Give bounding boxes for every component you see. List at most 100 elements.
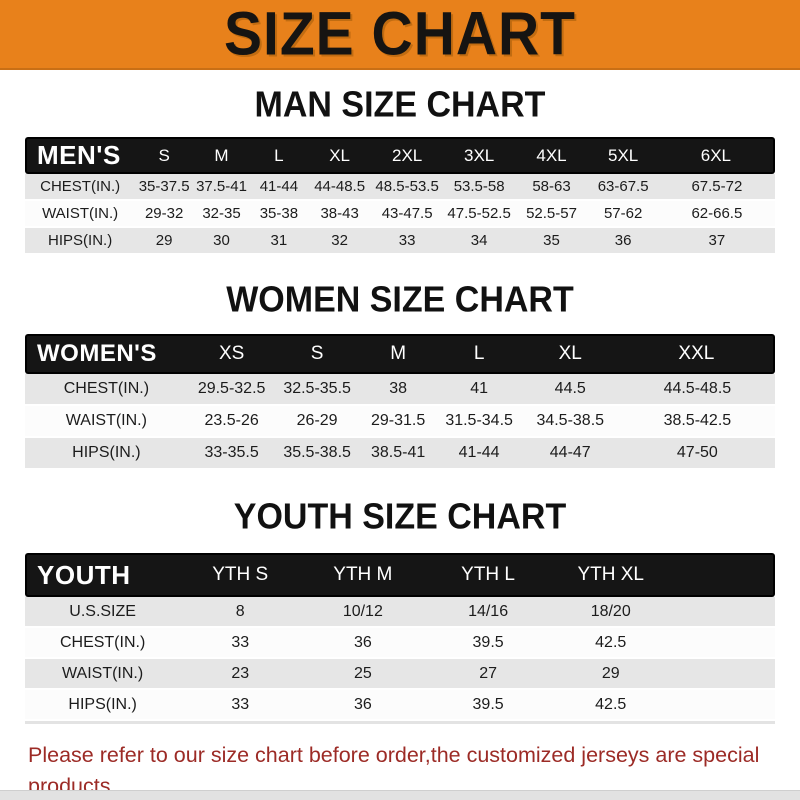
size-value: 41-44 bbox=[437, 438, 521, 470]
row-label: U.S.SIZE bbox=[25, 597, 181, 628]
row-label: HIPS(IN.) bbox=[25, 690, 181, 721]
size-column-header: L bbox=[250, 137, 308, 174]
size-column-header: YTH S bbox=[180, 553, 301, 597]
size-value: 35 bbox=[515, 228, 588, 255]
size-value: 44.5-48.5 bbox=[619, 374, 775, 406]
size-value: 37.5-41 bbox=[193, 174, 250, 201]
size-value: 42.5 bbox=[550, 690, 671, 721]
size-value: 18/20 bbox=[550, 597, 671, 628]
table-group-label: YOUTH bbox=[25, 553, 181, 597]
row-label: CHEST(IN.) bbox=[25, 174, 136, 201]
size-value: 47-50 bbox=[619, 438, 775, 470]
table-row: HIPS(IN.) 29 30 31 32 33 34 35 36 37 bbox=[25, 228, 775, 255]
size-value: 58-63 bbox=[515, 174, 588, 201]
size-column-header: S bbox=[275, 334, 359, 374]
table-row: CHEST(IN.) 29.5-32.5 32.5-35.5 38 41 44.5 44.5… bbox=[25, 374, 775, 406]
row-label: CHEST(IN.) bbox=[25, 628, 181, 659]
size-column-header: 6XL bbox=[658, 137, 775, 174]
spacer-cell bbox=[670, 553, 775, 597]
order-policy-note: Please refer to our size chart before or… bbox=[28, 740, 800, 800]
size-value: 32 bbox=[307, 228, 372, 255]
size-value: 48.5-53.5 bbox=[371, 174, 443, 201]
bottom-edge-strip bbox=[0, 790, 800, 800]
size-value: 36 bbox=[300, 628, 426, 659]
size-value: 29.5-32.5 bbox=[187, 374, 276, 406]
spacer-cell bbox=[670, 690, 775, 721]
table-row: HIPS(IN.) 33-35.5 35.5-38.5 38.5-41 41-44 44-… bbox=[25, 438, 775, 470]
size-value: 29-32 bbox=[135, 201, 193, 228]
size-value: 52.5-57 bbox=[515, 201, 588, 228]
size-column-header: S bbox=[135, 137, 193, 174]
size-column-header: YTH L bbox=[425, 553, 551, 597]
size-value: 33-35.5 bbox=[187, 438, 276, 470]
size-column-header: M bbox=[358, 334, 438, 374]
size-column-header: 5XL bbox=[587, 137, 659, 174]
size-value: 38.5-41 bbox=[358, 438, 438, 470]
size-column-header: L bbox=[437, 334, 521, 374]
size-value: 41 bbox=[437, 374, 521, 406]
size-value: 26-29 bbox=[275, 406, 359, 438]
size-value: 47.5-52.5 bbox=[442, 201, 516, 228]
women-section-heading: WOMEN SIZE CHART bbox=[226, 280, 574, 320]
row-label: WAIST(IN.) bbox=[25, 406, 188, 438]
size-value: 25 bbox=[300, 659, 426, 690]
size-column-header: XL bbox=[307, 137, 372, 174]
size-value: 44-48.5 bbox=[307, 174, 372, 201]
size-value: 29 bbox=[135, 228, 193, 255]
table-row: WAIST(IN.) 23 25 27 29 bbox=[25, 659, 775, 690]
size-value: 35-37.5 bbox=[135, 174, 193, 201]
row-label: CHEST(IN.) bbox=[25, 374, 188, 406]
table-row: U.S.SIZE 8 10/12 14/16 18/20 bbox=[25, 597, 775, 628]
spacer-cell bbox=[670, 659, 775, 690]
size-value: 29 bbox=[550, 659, 671, 690]
size-value: 35.5-38.5 bbox=[275, 438, 359, 470]
size-value: 37 bbox=[658, 228, 775, 255]
size-value: 23 bbox=[180, 659, 301, 690]
table-row: HIPS(IN.) 33 36 39.5 42.5 bbox=[25, 690, 775, 721]
size-value: 33 bbox=[180, 690, 301, 721]
size-value: 33 bbox=[180, 628, 301, 659]
size-value: 39.5 bbox=[425, 690, 551, 721]
size-value: 14/16 bbox=[425, 597, 551, 628]
table-row: WAIST(IN.) 29-32 32-35 35-38 38-43 43-47.5 47.… bbox=[25, 201, 775, 228]
size-chart-banner: SIZE CHART bbox=[0, 0, 800, 70]
table-header-row: MEN'S S M L XL 2XL 3XL 4XL 5XL 6XL bbox=[25, 137, 775, 174]
table-group-label: WOMEN'S bbox=[25, 334, 188, 374]
size-value: 53.5-58 bbox=[442, 174, 516, 201]
size-value: 32-35 bbox=[193, 201, 250, 228]
table-group-label: MEN'S bbox=[25, 137, 136, 174]
size-value: 31 bbox=[250, 228, 308, 255]
size-value: 36 bbox=[300, 690, 426, 721]
size-value: 38-43 bbox=[307, 201, 372, 228]
size-column-header: YTH XL bbox=[550, 553, 671, 597]
size-value: 62-66.5 bbox=[658, 201, 775, 228]
size-value: 35-38 bbox=[250, 201, 308, 228]
size-value: 38 bbox=[358, 374, 438, 406]
table-row: CHEST(IN.) 35-37.5 37.5-41 41-44 44-48.5 48.5… bbox=[25, 174, 775, 201]
youth-section-heading: YOUTH SIZE CHART bbox=[233, 497, 567, 537]
table-row: CHEST(IN.) 33 36 39.5 42.5 bbox=[25, 628, 775, 659]
size-value: 23.5-26 bbox=[187, 406, 276, 438]
size-value: 43-47.5 bbox=[371, 201, 443, 228]
size-value: 34 bbox=[442, 228, 516, 255]
size-value: 57-62 bbox=[587, 201, 659, 228]
size-value: 41-44 bbox=[250, 174, 308, 201]
women-size-table: WOMEN'S XS S M L XL XXL CHEST(IN.) 29.5-32.5 32.5… bbox=[25, 334, 775, 470]
spacer-cell bbox=[670, 597, 775, 628]
size-value: 30 bbox=[193, 228, 250, 255]
table-header-row: YOUTH YTH S YTH M YTH L YTH XL bbox=[25, 553, 775, 597]
size-value: 8 bbox=[180, 597, 301, 628]
row-label: HIPS(IN.) bbox=[25, 228, 136, 255]
table-header-row: WOMEN'S XS S M L XL XXL bbox=[25, 334, 775, 374]
size-value: 44-47 bbox=[520, 438, 620, 470]
size-value: 33 bbox=[371, 228, 443, 255]
size-value: 39.5 bbox=[425, 628, 551, 659]
size-column-header: 3XL bbox=[442, 137, 516, 174]
row-label: WAIST(IN.) bbox=[25, 201, 136, 228]
size-value: 27 bbox=[425, 659, 551, 690]
size-column-header: YTH M bbox=[300, 553, 426, 597]
size-value: 44.5 bbox=[520, 374, 620, 406]
size-column-header: M bbox=[193, 137, 250, 174]
size-column-header: 4XL bbox=[515, 137, 588, 174]
size-value: 42.5 bbox=[550, 628, 671, 659]
